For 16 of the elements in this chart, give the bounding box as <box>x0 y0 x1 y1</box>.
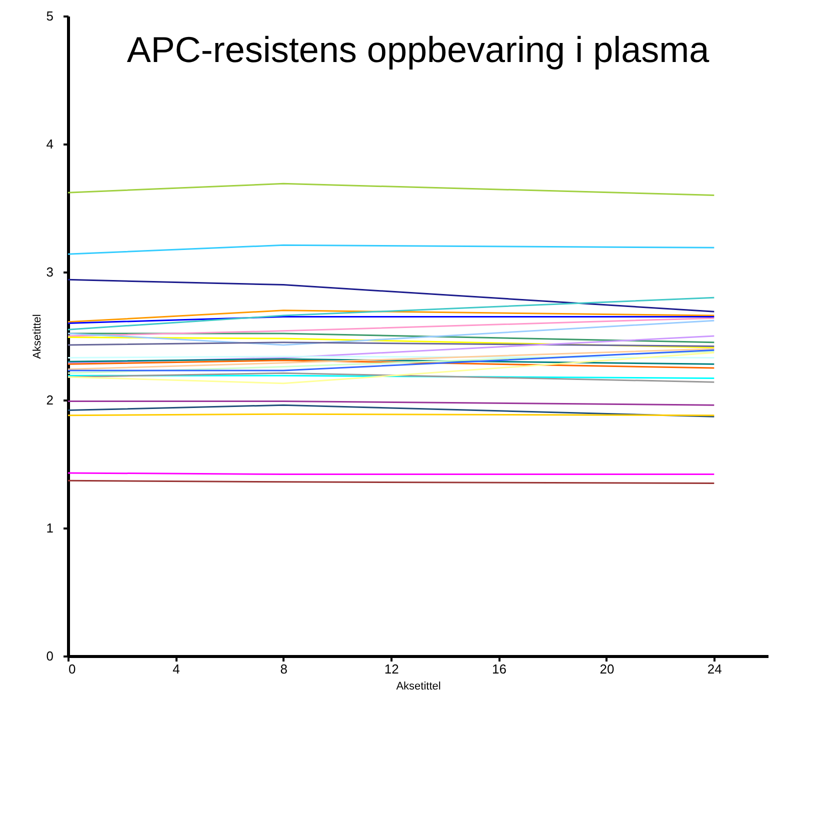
y-tick-label: 2 <box>46 392 54 408</box>
x-tick-label: 24 <box>707 662 722 676</box>
y-tick-label: 1 <box>46 520 54 536</box>
x-tick-label: 4 <box>172 662 180 676</box>
x-tick-label: 16 <box>492 662 507 676</box>
y-tick-label: 5 <box>46 8 54 24</box>
x-tick-label: 12 <box>384 662 399 676</box>
x-tick-label: 8 <box>280 662 288 676</box>
x-tick-label: 20 <box>600 662 614 676</box>
y-tick-label: 4 <box>46 136 54 152</box>
y-axis-title: Aksetittel <box>31 314 44 359</box>
chart-title: APC-resistens oppbevaring i plasma <box>126 29 710 70</box>
y-tick-label: 0 <box>46 648 54 664</box>
x-tick-label: 0 <box>68 662 76 676</box>
y-tick-label: 3 <box>46 264 54 280</box>
x-axis-title: Aksetittel <box>396 680 441 692</box>
